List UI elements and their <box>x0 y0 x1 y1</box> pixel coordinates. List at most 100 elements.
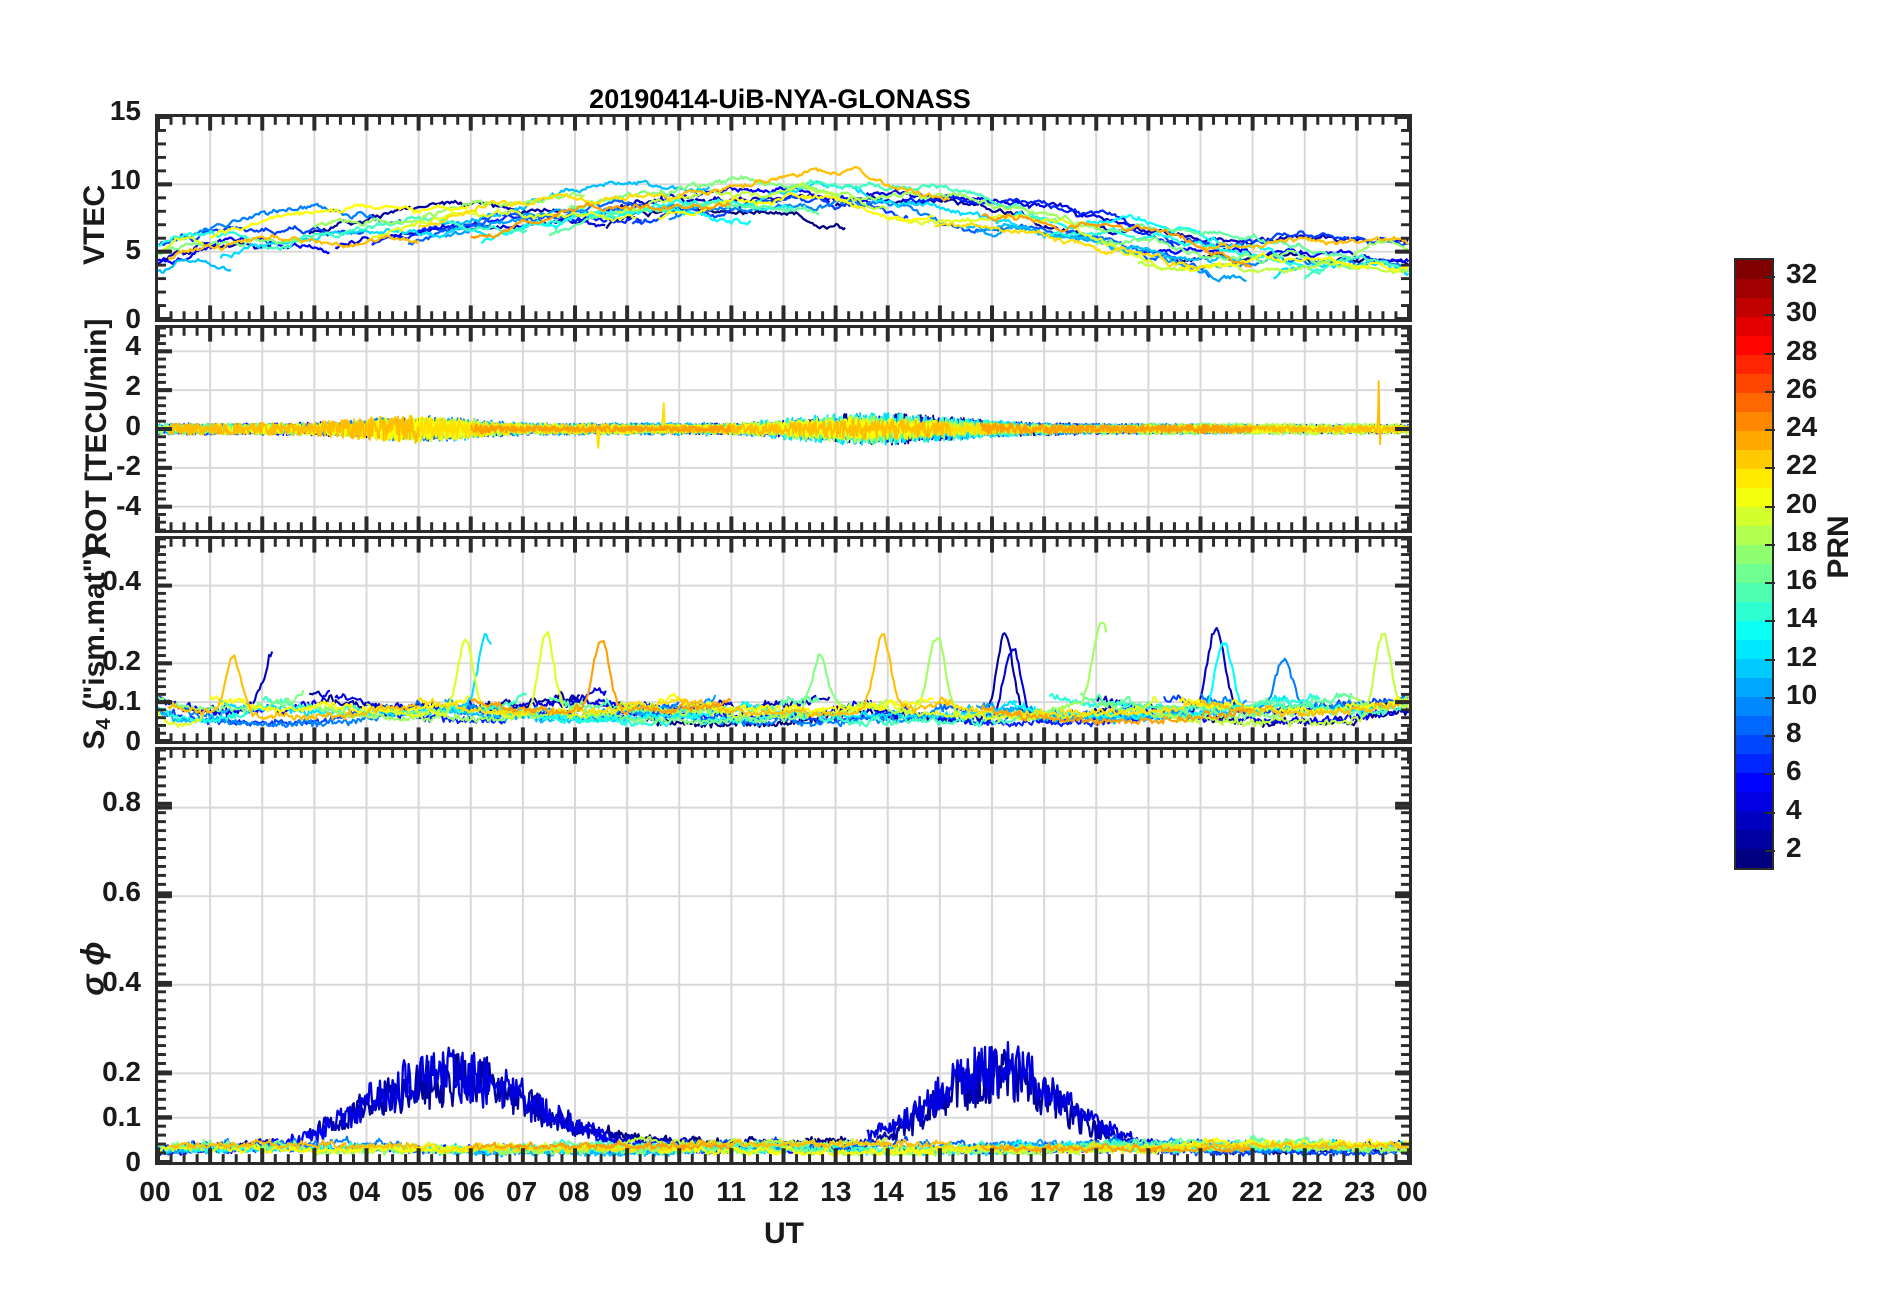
colorbar-segment <box>1736 260 1772 279</box>
y-tick-label-rot: 4 <box>125 330 141 361</box>
colorbar-tick-label: 18 <box>1786 525 1818 557</box>
colorbar-tick-label: 20 <box>1786 487 1818 519</box>
x-tick-label: 22 <box>1291 1176 1323 1207</box>
colorbar-segment <box>1736 602 1772 621</box>
data-series-line <box>158 258 232 274</box>
colorbar-segment <box>1736 811 1772 830</box>
data-series-line <box>470 201 731 240</box>
colorbar-segment <box>1736 298 1772 317</box>
x-tick-label: 15 <box>925 1176 957 1207</box>
x-tick-label: 17 <box>1029 1176 1061 1207</box>
colorbar-tick-label: 14 <box>1786 602 1818 634</box>
x-tick-label: 09 <box>610 1176 642 1207</box>
data-series-line <box>158 689 305 714</box>
y-tick-label-vtec: 0 <box>125 303 141 334</box>
panel-s4 <box>155 536 1412 744</box>
colorbar-segment <box>1736 754 1772 773</box>
data-series-line <box>1079 1134 1352 1148</box>
colorbar-tick-label: 22 <box>1786 449 1818 481</box>
data-series-line <box>980 704 1253 726</box>
y-tick-label-s4: 0.2 <box>102 645 141 676</box>
data-series-line <box>981 213 1252 268</box>
panel-vtec <box>155 114 1412 322</box>
data-series-line <box>835 191 1107 233</box>
y-tick-label-sigmaphi: 0.6 <box>102 876 141 908</box>
colorbar-tick-mark <box>1765 352 1775 355</box>
x-tick-label: 04 <box>348 1176 381 1207</box>
y-tick-label-vtec: 15 <box>109 95 141 126</box>
x-tick-label: 00 <box>1396 1176 1428 1207</box>
colorbar-segment <box>1736 830 1772 849</box>
data-series-line <box>417 696 686 717</box>
colorbar-tick-mark <box>1765 620 1775 623</box>
data-series-line <box>158 229 258 247</box>
data-series-line <box>167 1138 420 1150</box>
data-series-line <box>183 202 402 241</box>
y-tick-label-sigmaphi: 0.1 <box>102 1101 141 1133</box>
data-series-line <box>658 191 935 223</box>
colorbar-segment <box>1736 374 1772 393</box>
colorbar-segment <box>1736 659 1772 678</box>
figure-title: 20190414-UiB-NYA-GLONASS <box>589 84 971 114</box>
colorbar-tick-mark <box>1765 314 1775 317</box>
y-tick-label-rot: -2 <box>116 450 141 481</box>
data-series-line <box>980 421 1254 435</box>
axis-label-ut: UT <box>764 1217 804 1250</box>
colorbar-segment <box>1736 450 1772 469</box>
data-series-line <box>371 213 642 246</box>
colorbar-tick-label: 28 <box>1786 334 1818 366</box>
colorbar-segment <box>1736 678 1772 697</box>
colorbar-segment <box>1736 317 1772 336</box>
x-tick-label: 10 <box>663 1176 695 1207</box>
colorbar-segment <box>1736 336 1772 355</box>
colorbar-tick-mark <box>1765 735 1775 738</box>
data-series-line <box>158 708 205 728</box>
data-series-line <box>1179 252 1409 273</box>
colorbar-segment <box>1736 564 1772 583</box>
x-tick-label: 19 <box>1134 1176 1166 1207</box>
data-series-line <box>167 415 420 445</box>
data-series-line <box>334 1046 607 1138</box>
data-series-line <box>980 1142 1253 1154</box>
data-series-line <box>615 698 888 720</box>
data-series-line <box>167 233 420 261</box>
data-series-line <box>886 213 1159 270</box>
data-series-line <box>934 221 1206 271</box>
x-tick-label: 23 <box>1344 1176 1376 1207</box>
data-series-line <box>516 198 794 232</box>
data-series-line <box>167 654 420 721</box>
x-tick-label: 12 <box>767 1176 800 1207</box>
y-tick-label-sigmaphi: 0.4 <box>102 966 141 998</box>
colorbar-segment <box>1736 526 1772 545</box>
data-series-line <box>1178 1137 1409 1149</box>
colorbar-segment <box>1736 640 1772 659</box>
plot-canvas-vtec <box>158 117 1409 319</box>
colorbar-tick-mark <box>1765 390 1775 393</box>
data-series-line <box>782 179 1055 223</box>
colorbar-segment <box>1736 792 1772 811</box>
data-series-line <box>1303 253 1409 280</box>
plot-canvas-sigmaphi <box>158 750 1409 1162</box>
y-tick-label-sigmaphi: 0 <box>125 1146 141 1177</box>
colorbar-segment <box>1736 735 1772 754</box>
colorbar-segment <box>1736 849 1772 868</box>
colorbar-tick-label: 26 <box>1786 372 1818 404</box>
y-tick-label-rot: 0 <box>125 410 141 441</box>
colorbar-segment <box>1736 545 1772 564</box>
colorbar-tick-label: 30 <box>1786 296 1818 328</box>
colorbar-tick-mark <box>1765 467 1775 470</box>
data-series-line <box>469 639 732 716</box>
data-series-line <box>158 235 205 255</box>
x-tick-label: 06 <box>453 1176 485 1207</box>
data-series-line <box>605 204 846 231</box>
y-tick-label-sigmaphi: 0.8 <box>102 786 141 818</box>
colorbar-segment <box>1736 431 1772 450</box>
x-tick-label: 18 <box>1082 1176 1114 1207</box>
x-tick-label: 13 <box>820 1176 852 1207</box>
panel-rot <box>155 325 1412 533</box>
colorbar-tick-label: 2 <box>1786 831 1802 863</box>
colorbar-segment <box>1736 279 1772 298</box>
x-tick-label: 16 <box>977 1176 1009 1207</box>
colorbar-segment <box>1736 716 1772 735</box>
data-series-line <box>469 423 732 435</box>
